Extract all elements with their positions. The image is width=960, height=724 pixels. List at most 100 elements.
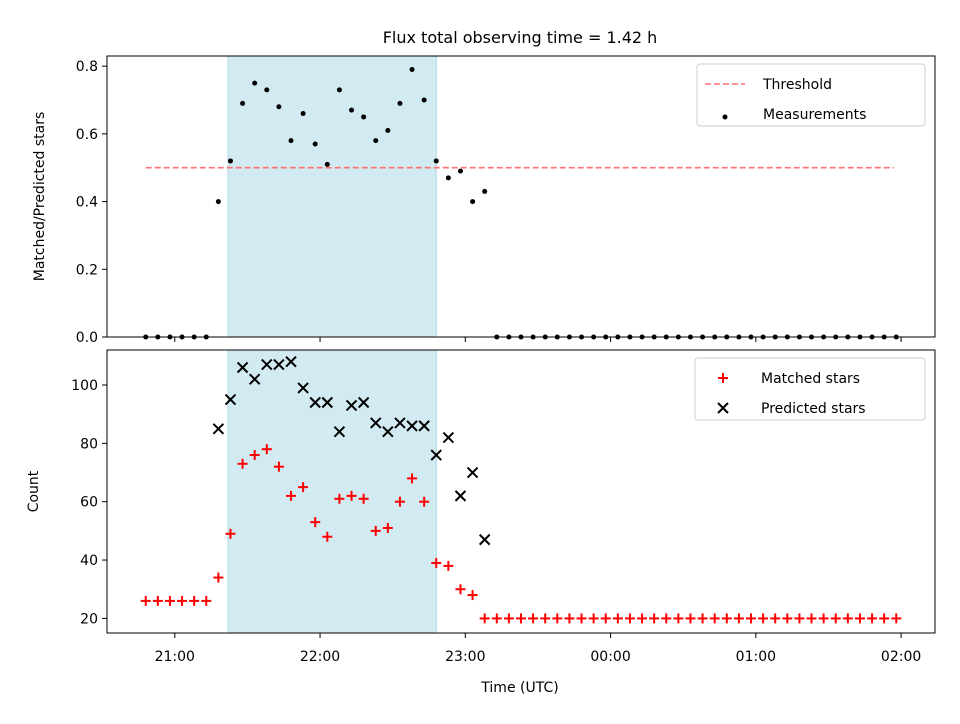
matched-stars-point [588, 613, 599, 624]
chart-title: Flux total observing time = 1.42 h [383, 28, 658, 47]
matched-stars-point [431, 557, 442, 568]
matched-stars-point [455, 584, 466, 595]
legend-box [696, 63, 926, 127]
matched-stars-point [516, 613, 526, 624]
y-tick-label: 0.6 [76, 127, 98, 143]
measurement-point [482, 188, 488, 194]
matched-stars-point [697, 613, 708, 624]
matched-stars-point [818, 613, 829, 624]
matched-stars-point [673, 613, 684, 624]
measurement-point [361, 114, 367, 120]
matched-stars-point [152, 595, 163, 606]
matched-stars-point [213, 572, 224, 583]
bottom-highlight-span [227, 349, 437, 634]
matched-stars-point [479, 613, 490, 624]
matched-stars-point [528, 613, 539, 624]
x-tick-label: 00:00 [590, 649, 630, 665]
predicted-stars-point [382, 425, 394, 438]
predicted-stars-point [285, 355, 297, 368]
matched-stars-point [733, 613, 744, 624]
bottom-legend: Matched stars Predicted stars [694, 357, 926, 421]
bottom-series-0 [140, 444, 902, 624]
top-y-axis-label: Matched/Predicted stars [32, 112, 48, 282]
measurement-point [373, 138, 379, 144]
measurement-point [276, 104, 282, 110]
matched-stars-point [879, 613, 890, 624]
matched-stars-point [443, 560, 454, 571]
matched-stars-point [661, 613, 672, 624]
matched-stars-point [225, 528, 236, 539]
matched-stars-point [612, 613, 623, 624]
matched-stars-point [782, 613, 793, 624]
measurement-point [457, 168, 463, 174]
top-series-0 [143, 67, 899, 340]
measurement-point [227, 158, 233, 164]
matched-stars-point [491, 613, 502, 624]
predicted-stars-point [261, 358, 273, 371]
matched-stars-point [624, 613, 635, 624]
y-tick-label: 0.0 [76, 330, 98, 346]
bottom-series-1 [212, 355, 491, 546]
predicted-stars-point [418, 420, 430, 432]
matched-stars-point [370, 525, 381, 536]
matched-stars-point [346, 490, 357, 501]
matched-stars-point [334, 493, 345, 504]
legend-label: Measurements [763, 107, 866, 123]
matched-stars-point [261, 444, 272, 455]
x-axis-label: Time (UTC) [480, 680, 558, 696]
matched-stars-point [806, 613, 817, 624]
legend-label: Matched stars [761, 371, 860, 387]
predicted-stars-point [430, 449, 442, 461]
matched-stars-point [540, 613, 551, 624]
legend-label: Threshold [762, 77, 832, 93]
matched-stars-point [358, 493, 369, 504]
x-tick-label: 21:00 [155, 649, 195, 665]
measurement-point [324, 161, 330, 167]
y-tick-label: 60 [80, 495, 98, 511]
measurement-point [470, 199, 476, 205]
bottom-panel-counts: 20 40 60 80 100 21:00 22:00 23:00 00:00 01:00 02:0… [26, 349, 936, 665]
matched-stars-point [249, 450, 260, 461]
bottom-axes-frame [106, 349, 936, 634]
predicted-stars-point [333, 425, 346, 438]
top-axes-frame [106, 55, 936, 338]
matched-stars-point [237, 458, 248, 469]
matched-stars-point [891, 613, 902, 624]
measurement-point [397, 100, 403, 106]
matched-stars-point [685, 613, 696, 624]
matched-stars-point [576, 613, 587, 624]
matched-stars-point [709, 613, 720, 624]
matched-stars-point [140, 595, 151, 606]
predicted-stars-point [309, 396, 321, 409]
matched-stars-point [189, 595, 200, 606]
predicted-stars-point [297, 382, 309, 394]
predicted-stars-point [321, 396, 334, 409]
legend-predicted-swatch [717, 402, 729, 414]
matched-stars-point [600, 613, 611, 624]
predicted-stars-point [236, 361, 249, 374]
matched-stars-point [177, 595, 188, 606]
matched-stars-point [854, 613, 865, 624]
matched-stars-point [419, 496, 430, 507]
measurement-point [421, 97, 427, 103]
matched-stars-point [564, 613, 575, 624]
matched-stars-point [394, 496, 405, 507]
measurement-point [288, 138, 294, 144]
predicted-stars-point [454, 490, 467, 502]
measurement-point [252, 80, 258, 86]
matched-stars-point [467, 590, 478, 601]
x-tick-label: 02:00 [881, 649, 921, 665]
y-tick-label: 80 [80, 436, 98, 452]
y-tick-label: 40 [80, 553, 98, 569]
legend-matched-swatch [718, 373, 728, 383]
predicted-stars-point [478, 533, 491, 546]
matched-stars-point [794, 613, 805, 624]
matched-stars-point [298, 482, 309, 493]
measurement-point [336, 87, 342, 93]
matched-stars-point [273, 461, 284, 472]
measurement-point [385, 127, 391, 133]
top-legend: Threshold Measurements [696, 63, 926, 127]
predicted-stars-point [212, 423, 225, 435]
x-tick-label: 01:00 [736, 649, 776, 665]
